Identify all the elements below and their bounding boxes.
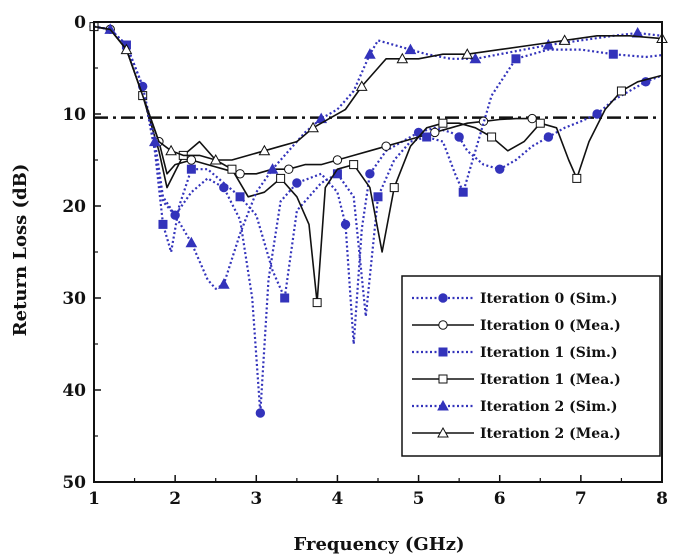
legend-marker xyxy=(438,320,448,330)
data-point xyxy=(165,144,177,156)
data-point xyxy=(258,144,271,156)
data-point xyxy=(396,52,409,64)
data-point xyxy=(280,293,290,303)
data-point xyxy=(312,298,322,308)
data-point xyxy=(543,132,554,142)
x-tick-label: 2 xyxy=(169,489,181,509)
x-axis-label: Frequency (GHz) xyxy=(294,534,465,555)
y-tick-label: 10 xyxy=(62,105,86,125)
series-layer xyxy=(89,21,668,418)
data-point xyxy=(572,173,582,183)
data-point xyxy=(186,155,197,165)
data-point xyxy=(185,236,198,248)
data-point xyxy=(438,118,448,128)
data-point xyxy=(284,164,294,174)
data-point xyxy=(158,219,168,229)
data-point xyxy=(422,132,432,142)
data-point xyxy=(461,48,474,59)
data-point xyxy=(458,187,468,197)
data-point xyxy=(365,169,375,179)
legend-label: Iteration 1 (Sim.) xyxy=(480,345,618,361)
data-point xyxy=(332,155,343,165)
data-point xyxy=(349,160,359,170)
x-tick-label: 1 xyxy=(88,489,100,509)
data-point xyxy=(149,135,161,147)
y-tick-label: 0 xyxy=(74,13,86,33)
series-6 xyxy=(93,25,668,165)
data-point xyxy=(381,141,391,151)
x-tick-label: 6 xyxy=(494,489,506,509)
data-point xyxy=(616,86,626,96)
legend-marker xyxy=(437,426,449,438)
data-point xyxy=(255,408,266,418)
x-tick-label: 8 xyxy=(656,489,668,509)
legend: Iteration 0 (Sim.) Iteration 0 (Mea.) Iter… xyxy=(401,275,661,457)
data-point xyxy=(430,127,440,138)
x-tick-label: 4 xyxy=(332,489,344,509)
data-point xyxy=(535,118,545,128)
data-point xyxy=(454,132,464,142)
legend-box xyxy=(401,275,661,457)
data-point xyxy=(340,219,351,230)
data-point xyxy=(364,48,376,59)
tick-layer: 1 2 3 4 5 6 7 8 0 10 20 30 40 50 xyxy=(62,13,668,509)
legend-marker xyxy=(438,374,448,384)
y-tick-label: 20 xyxy=(62,197,86,217)
x-tick-label: 7 xyxy=(575,489,587,509)
data-point xyxy=(558,34,571,45)
data-point xyxy=(217,278,230,289)
y-axis-label: Return Loss (dB) xyxy=(10,164,31,337)
legend-label: Iteration 2 (Sim.) xyxy=(480,399,618,415)
series-1 xyxy=(89,21,663,418)
series-line xyxy=(93,25,663,161)
data-point xyxy=(413,127,424,138)
data-point xyxy=(487,132,497,142)
data-point xyxy=(355,80,368,91)
series-line xyxy=(93,25,533,175)
legend-label: Iteration 2 (Mea.) xyxy=(480,426,621,442)
data-point xyxy=(209,153,222,165)
legend-marker xyxy=(437,399,449,411)
data-point xyxy=(373,192,383,202)
legend-label: Iteration 1 (Mea.) xyxy=(480,372,621,388)
data-point xyxy=(592,109,602,119)
y-tick-label: 40 xyxy=(62,381,86,401)
data-point xyxy=(227,164,237,174)
data-point xyxy=(307,121,319,133)
data-point xyxy=(266,163,279,174)
data-point xyxy=(186,164,196,174)
data-point xyxy=(495,164,505,174)
data-point xyxy=(404,43,417,55)
y-tick-label: 30 xyxy=(62,289,86,309)
data-point xyxy=(292,178,302,188)
series-line xyxy=(93,25,663,304)
x-tick-label: 3 xyxy=(250,489,262,509)
data-point xyxy=(542,38,555,50)
data-point xyxy=(608,49,618,59)
legend-label: Iteration 0 (Sim.) xyxy=(480,291,618,307)
data-point xyxy=(527,113,537,124)
series-3 xyxy=(93,25,663,318)
data-point xyxy=(235,169,245,179)
data-point xyxy=(389,183,399,193)
x-tick-label: 5 xyxy=(413,489,425,509)
legend-label: Iteration 0 (Mea.) xyxy=(480,318,621,334)
series-line xyxy=(93,25,663,318)
series-5 xyxy=(93,23,663,290)
data-point xyxy=(276,173,286,183)
legend-marker xyxy=(438,293,448,303)
series-line xyxy=(93,25,663,290)
data-point xyxy=(120,43,133,55)
data-point xyxy=(235,192,245,202)
data-point xyxy=(511,54,521,64)
legend-marker xyxy=(438,347,448,357)
y-tick-label: 50 xyxy=(62,473,86,493)
